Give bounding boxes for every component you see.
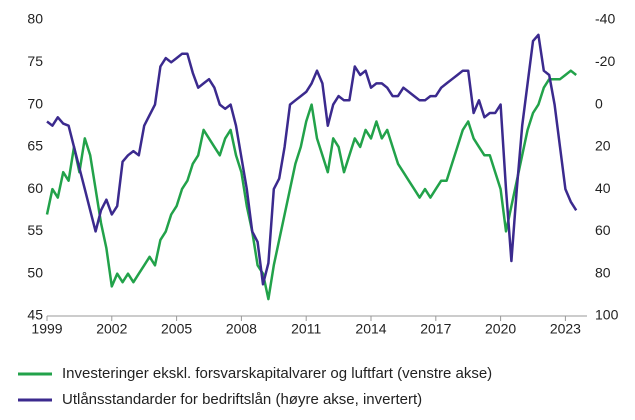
y2-tick-label: 40 (595, 180, 611, 196)
y2-tick-label: 100 (595, 307, 619, 323)
y-tick-label: 60 (27, 180, 43, 196)
x-tick-label: 2014 (355, 321, 386, 337)
x-tick-label: 2008 (226, 321, 257, 337)
y-tick-label: 55 (27, 222, 43, 238)
y-tick-label: 45 (27, 307, 43, 323)
x-tick-label: 2017 (420, 321, 451, 337)
y2-tick-label: 80 (595, 264, 611, 280)
y2-tick-label: 20 (595, 138, 611, 154)
legend-label: Utlånsstandarder for bedriftslån (høyre … (62, 391, 422, 408)
y2-tick-label: 60 (595, 222, 611, 238)
series-line (46, 33, 578, 286)
y2-tick-label: -20 (595, 53, 615, 69)
series-line (45, 69, 577, 301)
y-tick-label: 70 (27, 95, 43, 111)
y2-tick-label: -40 (595, 11, 615, 27)
y-tick-label: 50 (27, 264, 43, 280)
x-tick-label: 2023 (550, 321, 581, 337)
x-tick-label: 2005 (161, 321, 192, 337)
y-tick-label: 80 (27, 11, 43, 27)
x-tick-label: 2011 (291, 321, 321, 337)
x-tick-label: 1999 (31, 321, 62, 337)
y2-tick-label: 0 (595, 95, 603, 111)
y-tick-label: 75 (27, 53, 43, 69)
x-tick-label: 2002 (96, 321, 127, 337)
y-tick-label: 65 (27, 138, 43, 154)
x-tick-label: 2020 (485, 321, 516, 337)
legend-label: Investeringer ekskl. forsvarskapitalvare… (62, 365, 492, 382)
